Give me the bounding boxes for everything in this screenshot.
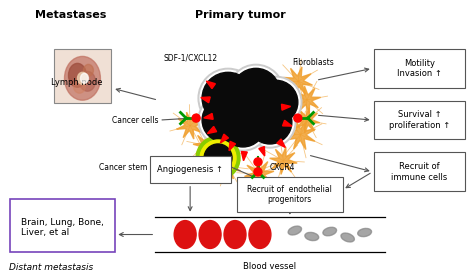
- Polygon shape: [229, 141, 236, 151]
- Circle shape: [217, 99, 269, 151]
- Text: Survival ↑
proliferation ↑: Survival ↑ proliferation ↑: [389, 111, 450, 130]
- Ellipse shape: [224, 220, 246, 248]
- FancyBboxPatch shape: [237, 177, 343, 212]
- Circle shape: [200, 96, 248, 144]
- Circle shape: [204, 144, 232, 172]
- Text: Recruit of
immune cells: Recruit of immune cells: [392, 162, 447, 181]
- Polygon shape: [282, 104, 291, 110]
- FancyBboxPatch shape: [9, 199, 115, 252]
- Circle shape: [219, 101, 267, 149]
- Circle shape: [254, 168, 262, 176]
- Polygon shape: [285, 120, 315, 150]
- Text: Motility
Invasion ↑: Motility Invasion ↑: [397, 59, 442, 78]
- Polygon shape: [193, 132, 219, 158]
- Text: SDF-1/CXCL12: SDF-1/CXCL12: [163, 54, 217, 63]
- Circle shape: [250, 76, 302, 128]
- Polygon shape: [259, 147, 264, 156]
- Polygon shape: [177, 112, 204, 139]
- Circle shape: [254, 158, 262, 166]
- Circle shape: [232, 68, 280, 116]
- Ellipse shape: [249, 220, 271, 248]
- Ellipse shape: [81, 73, 89, 83]
- Ellipse shape: [77, 72, 87, 84]
- Text: Cancer cells: Cancer cells: [112, 116, 158, 125]
- Ellipse shape: [83, 64, 93, 76]
- Circle shape: [200, 70, 256, 126]
- Polygon shape: [277, 139, 285, 147]
- FancyBboxPatch shape: [54, 50, 111, 103]
- Ellipse shape: [305, 232, 319, 241]
- Polygon shape: [201, 97, 210, 103]
- FancyBboxPatch shape: [374, 101, 465, 140]
- FancyBboxPatch shape: [374, 152, 465, 191]
- Polygon shape: [283, 67, 312, 96]
- FancyBboxPatch shape: [374, 49, 465, 88]
- Circle shape: [196, 136, 240, 180]
- Circle shape: [200, 140, 236, 176]
- Ellipse shape: [174, 220, 196, 248]
- Text: Recruit of  endothelial
progenitors: Recruit of endothelial progenitors: [247, 185, 332, 204]
- Circle shape: [198, 68, 258, 128]
- Text: Distant metastasis: Distant metastasis: [9, 263, 93, 272]
- Text: Blood vessel: Blood vessel: [243, 262, 296, 271]
- Polygon shape: [206, 81, 215, 89]
- Polygon shape: [283, 120, 292, 126]
- Circle shape: [230, 66, 282, 118]
- Ellipse shape: [323, 227, 337, 236]
- Circle shape: [244, 96, 296, 148]
- Circle shape: [254, 80, 298, 124]
- Circle shape: [192, 114, 200, 122]
- Polygon shape: [220, 134, 228, 143]
- Ellipse shape: [288, 226, 301, 235]
- Circle shape: [202, 98, 246, 142]
- Text: Primary tumor: Primary tumor: [195, 10, 285, 20]
- Ellipse shape: [199, 220, 221, 248]
- Text: Angiogenesis ↑: Angiogenesis ↑: [157, 165, 223, 174]
- Circle shape: [294, 114, 302, 122]
- Text: Fibroblasts: Fibroblasts: [292, 58, 334, 67]
- Polygon shape: [214, 153, 241, 179]
- Polygon shape: [208, 127, 217, 134]
- Circle shape: [228, 64, 284, 120]
- Text: CXCR4: CXCR4: [270, 163, 295, 172]
- Circle shape: [246, 98, 294, 146]
- Polygon shape: [204, 113, 213, 119]
- Text: Lymph node: Lymph node: [51, 78, 102, 87]
- FancyBboxPatch shape: [150, 157, 230, 183]
- Ellipse shape: [64, 57, 100, 100]
- Polygon shape: [294, 108, 319, 133]
- Text: Metastases: Metastases: [35, 10, 106, 20]
- Ellipse shape: [358, 229, 372, 237]
- Text: Cancer stem cell: Cancer stem cell: [99, 163, 163, 172]
- Circle shape: [221, 103, 265, 147]
- Polygon shape: [241, 152, 247, 161]
- Circle shape: [198, 94, 250, 146]
- Circle shape: [248, 100, 292, 144]
- Text: Brain, Lung, Bone,
Liver, et al: Brain, Lung, Bone, Liver, et al: [21, 218, 104, 237]
- Polygon shape: [245, 159, 274, 189]
- Ellipse shape: [341, 233, 355, 242]
- Circle shape: [252, 78, 300, 126]
- Ellipse shape: [73, 79, 85, 93]
- Polygon shape: [270, 147, 297, 175]
- Circle shape: [202, 72, 254, 124]
- Ellipse shape: [80, 71, 95, 91]
- Ellipse shape: [69, 63, 86, 87]
- Polygon shape: [293, 86, 320, 114]
